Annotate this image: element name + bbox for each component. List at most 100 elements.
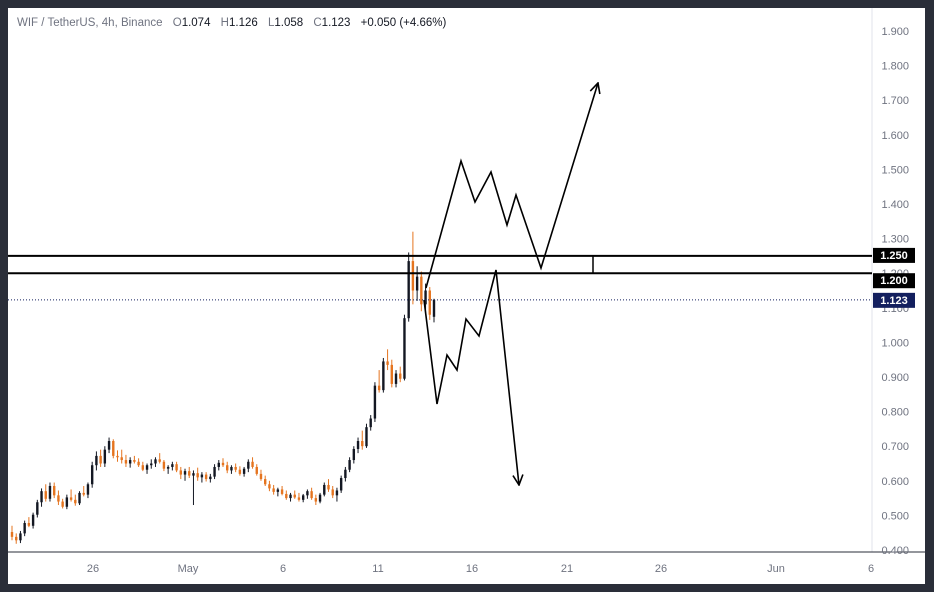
candle-body xyxy=(40,491,43,503)
candle xyxy=(154,457,157,467)
candle-body xyxy=(86,484,90,495)
candle xyxy=(44,484,47,502)
candle-body xyxy=(310,491,313,499)
candle-body xyxy=(78,492,81,504)
candle xyxy=(382,357,385,393)
symbol-title[interactable]: WIF / TetherUS, 4h, Binance xyxy=(17,17,163,29)
drawings-layer[interactable] xyxy=(423,83,598,485)
candle xyxy=(226,461,229,474)
candle-body xyxy=(394,373,398,384)
candle xyxy=(27,517,31,528)
price-tick-label: 0.900 xyxy=(881,372,909,384)
candle-body xyxy=(403,318,406,379)
price-chart[interactable]: 1.900 1.800 1.700 1.600 1.500 1.400 1.300 1.200… xyxy=(8,8,925,584)
candle xyxy=(217,460,220,471)
candle xyxy=(171,461,174,471)
low-value: 1.058 xyxy=(274,17,304,29)
candle xyxy=(200,472,204,483)
candle-body xyxy=(361,441,364,447)
candle-body xyxy=(175,464,178,471)
candle xyxy=(213,464,216,480)
candle xyxy=(166,465,170,474)
candle xyxy=(272,484,275,495)
candle-body xyxy=(377,385,381,391)
candle xyxy=(407,252,410,322)
candle xyxy=(264,475,267,486)
candle-body xyxy=(74,499,77,504)
candle xyxy=(116,450,119,462)
candle-body xyxy=(209,476,212,480)
price-tick-label: 1.300 xyxy=(881,234,909,246)
candle-body xyxy=(133,460,136,462)
candle xyxy=(348,457,351,473)
candle xyxy=(259,469,263,481)
candle-body xyxy=(217,462,220,467)
candle xyxy=(323,482,326,497)
price-tick-label: 1.000 xyxy=(881,337,909,349)
price-tick-label: 1.900 xyxy=(881,26,909,38)
candle xyxy=(377,370,381,393)
candle xyxy=(61,498,64,509)
candle xyxy=(53,482,56,499)
levels-layer[interactable]: 1.250 1.200 1.123 xyxy=(8,247,915,308)
candle-body xyxy=(99,455,102,464)
candle xyxy=(145,463,149,474)
candle-body xyxy=(276,489,280,492)
symbol-header: WIF / TetherUS, 4h, Binance O1.074 H1.12… xyxy=(17,17,446,29)
candle-body xyxy=(344,469,347,479)
candle xyxy=(10,525,14,541)
candle-body xyxy=(339,478,343,491)
candle xyxy=(36,499,39,518)
candle xyxy=(361,430,364,450)
price-tick-label: 1.700 xyxy=(881,95,909,107)
candle-body xyxy=(289,494,292,499)
price-axis[interactable]: 1.900 1.800 1.700 1.600 1.500 1.400 1.300 1.200… xyxy=(881,26,909,557)
candle-body xyxy=(314,498,318,502)
candle-body xyxy=(162,461,166,469)
candle-body xyxy=(432,299,436,317)
candle-body xyxy=(399,373,402,379)
candle-body xyxy=(141,465,145,470)
candle xyxy=(386,349,389,371)
candle-body xyxy=(280,489,284,494)
candle xyxy=(285,490,288,500)
candle xyxy=(251,457,254,469)
candle xyxy=(369,415,372,431)
candle-body xyxy=(272,488,275,492)
candle xyxy=(293,490,296,499)
candle-body xyxy=(348,460,351,470)
level-badge xyxy=(873,247,915,263)
high-value: 1.126 xyxy=(228,17,258,29)
time-tick-label: 21 xyxy=(561,563,573,575)
candle xyxy=(415,266,419,301)
candle xyxy=(373,382,377,422)
close-label: C xyxy=(313,17,322,29)
candle xyxy=(344,466,347,482)
candle xyxy=(196,467,199,481)
candle-body xyxy=(154,459,157,464)
candle-body xyxy=(95,455,98,466)
candle xyxy=(234,463,237,473)
candle-body xyxy=(318,494,322,502)
candle-body xyxy=(57,495,60,502)
time-axis[interactable]: 26 May 6 11 16 21 26 Jun 6 xyxy=(87,563,874,575)
price-tick-label: 1.500 xyxy=(881,164,909,176)
candle-body xyxy=(188,471,191,476)
time-tick-label: 26 xyxy=(87,563,99,575)
candle xyxy=(247,459,250,473)
candle xyxy=(306,489,309,499)
candle-body xyxy=(230,466,233,471)
candle-body xyxy=(390,364,393,384)
price-tick-label: 0.400 xyxy=(881,545,909,557)
candle-body xyxy=(264,479,267,485)
candle xyxy=(95,451,98,471)
candle-body xyxy=(112,441,115,456)
candle-body xyxy=(19,533,22,541)
candle-body xyxy=(407,261,410,319)
change-value: +0.050 (+4.66%) xyxy=(360,17,447,29)
candle xyxy=(107,437,111,454)
time-tick-label: 26 xyxy=(655,563,667,575)
candle-body xyxy=(103,449,107,464)
candle xyxy=(356,437,360,454)
candle-body xyxy=(285,493,288,499)
